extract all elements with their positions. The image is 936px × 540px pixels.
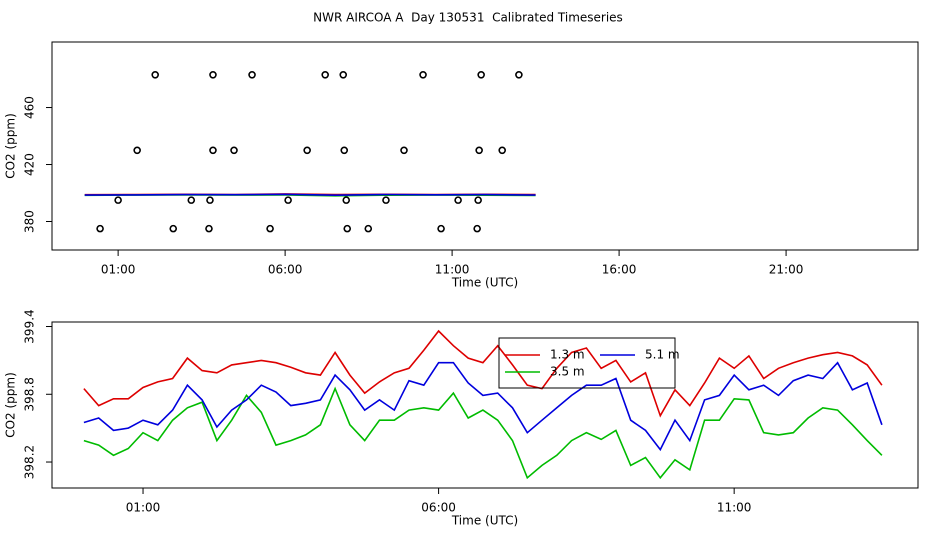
y-tick-label: 399.4 xyxy=(23,309,37,343)
legend-label: 5.1 m xyxy=(645,348,680,362)
data-point xyxy=(205,224,213,233)
x-tick-label: 11:00 xyxy=(435,263,470,277)
y-axis-title: CO2 (ppm) xyxy=(4,372,18,438)
data-point xyxy=(515,70,523,79)
y-tick-label: 420 xyxy=(23,153,37,176)
data-point xyxy=(248,70,256,79)
x-axis-title: Time (UTC) xyxy=(451,276,518,290)
data-point xyxy=(364,224,373,233)
data-point xyxy=(342,196,351,204)
data-point xyxy=(473,224,481,233)
series-line xyxy=(83,329,883,418)
data-point xyxy=(340,146,349,155)
plot-frame xyxy=(51,321,919,489)
data-point xyxy=(187,196,196,204)
data-point xyxy=(419,70,427,79)
chart-title: NWR AIRCOA A Day 130531 Calibrated Times… xyxy=(313,11,623,25)
x-tick-label: 11:00 xyxy=(717,501,752,515)
data-point xyxy=(206,196,214,204)
data-point xyxy=(133,146,141,155)
data-point xyxy=(230,146,238,155)
data-point xyxy=(321,70,329,79)
y-tick-label: 398.8 xyxy=(23,377,37,411)
data-point xyxy=(284,196,292,204)
data-point xyxy=(209,146,217,155)
legend-label: 1.3 m xyxy=(550,348,585,362)
data-point xyxy=(114,196,122,204)
data-point xyxy=(400,146,408,155)
data-point xyxy=(382,196,390,204)
data-point xyxy=(474,196,482,204)
series-line xyxy=(84,193,536,197)
data-point xyxy=(266,224,274,233)
data-point xyxy=(498,146,506,155)
x-tick-label: 01:00 xyxy=(126,501,161,515)
data-point xyxy=(477,70,485,79)
data-point xyxy=(96,224,104,233)
legend-label: 3.5 m xyxy=(550,365,585,379)
x-tick-label: 06:00 xyxy=(268,263,303,277)
legend-box xyxy=(498,337,676,389)
data-point xyxy=(475,146,483,155)
plot-frame xyxy=(51,41,919,251)
y-axis-title: CO2 (ppm) xyxy=(4,113,18,179)
x-tick-label: 16:00 xyxy=(602,263,637,277)
data-point xyxy=(339,70,348,79)
data-point xyxy=(303,146,311,155)
y-tick-label: 460 xyxy=(23,96,37,119)
x-tick-label: 01:00 xyxy=(101,263,136,277)
y-tick-label: 380 xyxy=(23,210,37,233)
x-tick-label: 21:00 xyxy=(769,263,804,277)
data-point xyxy=(454,196,462,204)
data-point xyxy=(169,224,178,233)
data-point xyxy=(343,224,352,233)
data-point xyxy=(209,70,217,79)
series-line xyxy=(83,361,883,452)
series-line xyxy=(83,386,883,480)
x-tick-label: 06:00 xyxy=(421,501,456,515)
data-point xyxy=(151,70,159,79)
x-axis-title: Time (UTC) xyxy=(451,514,518,528)
y-tick-label: 398.2 xyxy=(23,445,37,479)
data-point xyxy=(437,224,445,233)
